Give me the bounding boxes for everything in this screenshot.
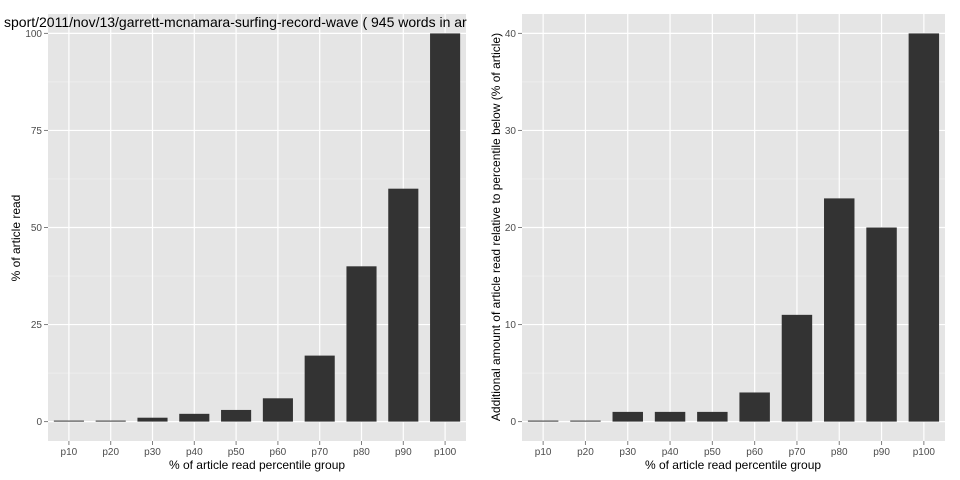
y-tick-label: 50 [31, 223, 43, 234]
bar-p90 [866, 227, 897, 422]
x-tick-label: p20 [102, 447, 119, 458]
x-tick-label: p80 [353, 447, 370, 458]
x-tick-label: p30 [619, 447, 636, 458]
bar-p100 [908, 33, 940, 422]
bar-p90 [388, 188, 419, 422]
bar-p70 [304, 355, 335, 422]
bar-p10 [53, 420, 84, 422]
left-y-axis-title: % of article read [9, 195, 23, 282]
bar-p50 [697, 411, 728, 422]
x-tick-label: p90 [395, 447, 412, 458]
left-bars [53, 33, 461, 422]
bar-p80 [824, 198, 855, 422]
x-tick-label: p70 [311, 447, 328, 458]
x-tick-label: p50 [704, 447, 721, 458]
left-x-ticks: p10 p20 p30 p40 p50 p60 p70 p80 p90 p100 [61, 441, 457, 458]
x-tick-label: p60 [270, 447, 287, 458]
y-tick-label: 0 [36, 417, 42, 428]
left-chart-title: sport/2011/nov/13/garrett-mcnamara-surfi… [4, 14, 467, 30]
bar-p70 [781, 314, 813, 422]
y-tick-label: 30 [505, 126, 517, 137]
bar-p60 [739, 392, 770, 422]
right-y-axis-title: Additional amount of article read relati… [489, 33, 503, 421]
y-tick-label: 25 [31, 320, 43, 331]
y-tick-label: 75 [31, 126, 43, 137]
x-tick-label: p60 [746, 447, 763, 458]
bar-p30 [137, 417, 168, 422]
left-x-axis-title: % of article read percentile group [169, 458, 345, 472]
x-tick-label: p10 [61, 447, 78, 458]
x-tick-label: p40 [186, 447, 203, 458]
x-tick-label: p70 [789, 447, 806, 458]
y-tick-label: 0 [510, 417, 516, 428]
bar-p10 [527, 420, 559, 422]
x-tick-label: p30 [144, 447, 161, 458]
right-x-axis-title: % of article read percentile group [645, 458, 821, 472]
bar-p60 [262, 398, 293, 422]
bar-p20 [95, 420, 126, 422]
y-tick-label: 20 [505, 223, 517, 234]
bar-p50 [221, 409, 252, 422]
x-tick-label: p100 [913, 447, 936, 458]
bar-p40 [654, 411, 686, 422]
y-tick-label: 10 [505, 320, 517, 331]
bar-p80 [346, 266, 377, 422]
right-x-ticks: p10 p20 p30 p40 p50 p60 p70 p80 p90 p100 [535, 441, 936, 458]
bar-p30 [612, 411, 643, 422]
x-tick-label: p10 [535, 447, 552, 458]
x-tick-label: p40 [662, 447, 679, 458]
bar-p20 [570, 420, 601, 422]
y-tick-label: 40 [505, 29, 517, 40]
x-tick-label: p100 [434, 447, 457, 458]
x-tick-label: p20 [577, 447, 594, 458]
x-tick-label: p50 [228, 447, 245, 458]
bar-p40 [179, 413, 210, 422]
bar-p100 [430, 33, 461, 422]
x-tick-label: p80 [831, 447, 848, 458]
right-bars [527, 33, 940, 422]
right-y-ticks: 0 10 20 30 40 [505, 29, 522, 428]
left-y-ticks: 0 25 50 75 100 [25, 29, 48, 428]
x-tick-label: p90 [873, 447, 890, 458]
y-tick-label: 100 [25, 29, 42, 40]
